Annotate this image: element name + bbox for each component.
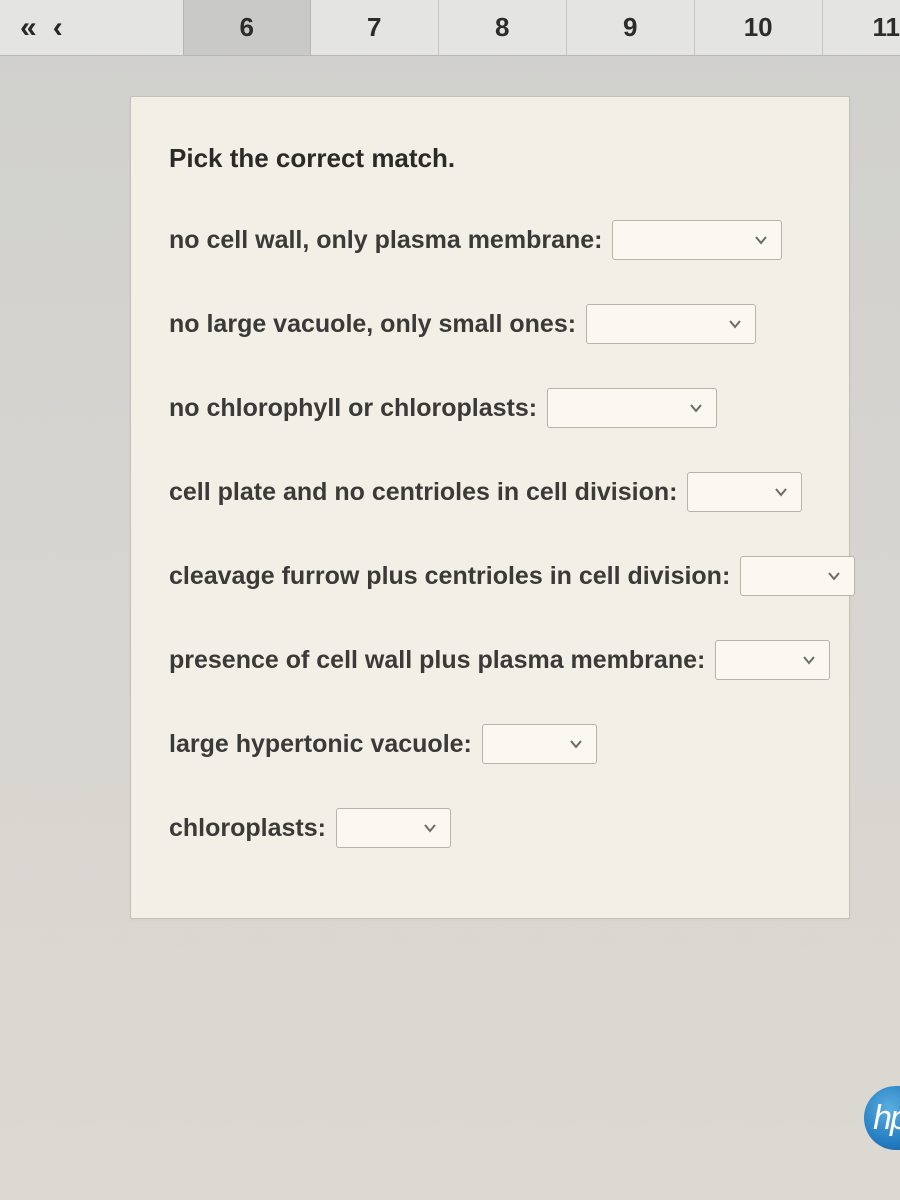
match-label: presence of cell wall plus plasma membra…: [169, 646, 705, 675]
match-select-4[interactable]: [687, 472, 802, 512]
match-select-1[interactable]: [612, 220, 782, 260]
match-label: large hypertonic vacuole:: [169, 730, 472, 759]
match-row: no large vacuole, only small ones:: [169, 304, 811, 344]
match-row: chloroplasts:: [169, 808, 811, 848]
match-select-8[interactable]: [336, 808, 451, 848]
match-label: no large vacuole, only small ones:: [169, 310, 576, 339]
chevron-down-icon: [727, 316, 743, 332]
question-tabs: 6 7 8 9 10 11: [183, 0, 900, 55]
match-select-2[interactable]: [586, 304, 756, 344]
match-label: cell plate and no centrioles in cell div…: [169, 478, 677, 507]
match-select-3[interactable]: [547, 388, 717, 428]
hp-logo-text: hp: [873, 1099, 900, 1138]
question-tab-9[interactable]: 9: [567, 0, 695, 55]
question-tab-7[interactable]: 7: [311, 0, 439, 55]
question-tab-11[interactable]: 11: [823, 0, 900, 55]
chevron-down-icon: [773, 484, 789, 500]
question-nav-bar: « ‹ 6 7 8 9 10 11: [0, 0, 900, 56]
match-select-6[interactable]: [715, 640, 830, 680]
chevron-down-icon: [753, 232, 769, 248]
hp-logo-badge: hp: [864, 1086, 900, 1150]
match-row: cell plate and no centrioles in cell div…: [169, 472, 811, 512]
question-tab-10[interactable]: 10: [695, 0, 823, 55]
chevron-down-icon: [422, 820, 438, 836]
match-label: no cell wall, only plasma membrane:: [169, 226, 602, 255]
match-row: large hypertonic vacuole:: [169, 724, 811, 764]
match-label: cleavage furrow plus centrioles in cell …: [169, 562, 730, 591]
match-row: presence of cell wall plus plasma membra…: [169, 640, 811, 680]
chevron-down-icon: [826, 568, 842, 584]
chevron-down-icon: [801, 652, 817, 668]
question-tab-8[interactable]: 8: [439, 0, 567, 55]
match-select-7[interactable]: [482, 724, 597, 764]
match-select-5[interactable]: [740, 556, 855, 596]
prev-page-button[interactable]: ‹: [53, 13, 63, 43]
match-row: no chlorophyll or chloroplasts:: [169, 388, 811, 428]
first-page-button[interactable]: «: [20, 13, 37, 43]
match-row: cleavage furrow plus centrioles in cell …: [169, 556, 811, 596]
nav-arrows-group: « ‹: [0, 13, 83, 43]
chevron-down-icon: [568, 736, 584, 752]
question-title: Pick the correct match.: [169, 143, 811, 174]
chevron-down-icon: [688, 400, 704, 416]
match-label: chloroplasts:: [169, 814, 326, 843]
question-tab-6[interactable]: 6: [183, 0, 311, 55]
match-label: no chlorophyll or chloroplasts:: [169, 394, 537, 423]
match-row: no cell wall, only plasma membrane:: [169, 220, 811, 260]
question-card: Pick the correct match. no cell wall, on…: [130, 96, 850, 919]
content-area: Pick the correct match. no cell wall, on…: [0, 56, 900, 919]
